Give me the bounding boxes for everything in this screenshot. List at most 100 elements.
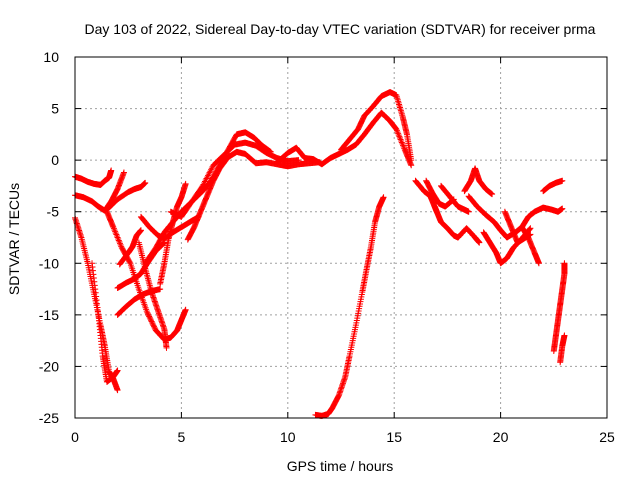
series-2 [103,179,149,213]
x-axis-label: GPS time / hours [287,458,394,474]
data-point [395,132,402,139]
data-point [182,180,189,187]
x-tick-label: 25 [599,429,615,445]
data-point [526,225,533,232]
series-8 [116,227,144,268]
data-point [118,243,125,250]
y-tick-label: -10 [39,255,59,271]
data-point [527,225,534,232]
y-tick-label: 0 [51,152,59,168]
data-point [117,241,124,248]
series-25 [518,204,566,231]
data-point [408,157,415,164]
data-point [561,260,568,267]
data-point [116,240,123,247]
data-point [149,321,156,328]
data-point [147,316,154,323]
data-point [149,319,156,326]
y-tick-label: -15 [39,307,59,323]
data-point [114,234,121,241]
data-point [398,139,405,146]
series-27 [550,260,568,354]
data-layer [72,89,568,419]
series-12 [157,180,189,287]
data-point [397,136,404,143]
data-point [115,235,122,242]
data-point [393,127,400,134]
data-point [114,367,121,374]
data-point [148,318,155,325]
data-point [144,311,151,318]
data-point [476,239,483,246]
data-point [145,312,152,319]
data-point [116,238,123,245]
series-4 [89,260,121,385]
data-point [112,228,119,235]
y-tick-label: 5 [51,101,59,117]
data-point [535,260,542,267]
data-point [157,286,164,293]
data-point [400,142,407,149]
series-21 [461,165,496,198]
data-point [108,167,115,174]
data-point [146,314,153,321]
data-point [148,317,154,324]
series-20 [438,182,472,215]
data-point [144,309,151,316]
data-point [408,162,415,169]
series-0 [72,167,115,188]
data-point [150,322,157,329]
x-tick-label: 15 [386,429,402,445]
series-15 [274,109,415,169]
data-point [126,259,133,266]
series-17 [312,194,387,419]
series-16 [338,89,415,164]
data-point [380,194,387,201]
x-tick-label: 10 [280,429,296,445]
series-1 [72,169,127,214]
x-tick-label: 5 [178,429,186,445]
y-axis-label: SDTVAR / TECUs [6,183,22,295]
x-tick-label: 20 [493,429,509,445]
data-point [182,306,189,313]
data-point [527,231,534,238]
data-point [113,231,120,238]
x-tick-label: 0 [71,429,79,445]
data-point [398,137,405,144]
data-point [120,169,127,176]
data-point [559,205,566,212]
data-point [114,387,121,394]
data-point [395,130,402,137]
series-26 [540,177,566,195]
data-point [393,126,400,133]
data-point [489,191,496,198]
data-point [142,179,149,186]
data-point [151,324,158,331]
data-point [396,135,403,142]
data-point [113,233,120,240]
data-point [151,323,158,330]
series-24 [501,208,534,246]
data-point [146,313,153,320]
plot-frame [74,56,608,419]
data-point [137,227,144,234]
chart-title: Day 103 of 2022, Sidereal Day-to-day VTE… [85,21,596,37]
data-point [111,227,118,234]
data-point [110,225,117,232]
data-point [465,208,472,215]
data-point [399,140,406,147]
data-point [400,143,407,150]
series-23 [480,225,534,267]
y-tick-label: -20 [39,358,59,374]
data-point [112,230,119,237]
series-13 [167,139,302,220]
series-28 [557,332,568,366]
data-point [561,332,568,339]
data-point [163,344,170,351]
data-point [526,226,533,233]
y-tick-label: -25 [39,410,59,426]
tick-labels: 0 5 10 15 20 25 -25 -20 -15 -10 -5 0 5 10 [39,49,615,445]
data-point [394,129,401,136]
data-point [110,224,117,231]
